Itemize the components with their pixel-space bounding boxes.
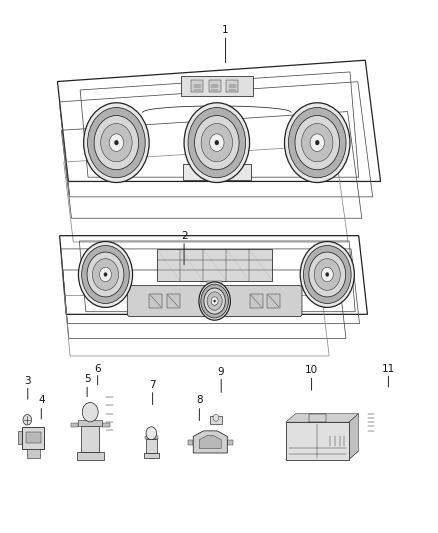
Text: 9: 9 bbox=[218, 367, 225, 377]
Text: 8: 8 bbox=[196, 395, 203, 406]
Bar bbox=[286, 422, 349, 459]
Bar bbox=[208, 80, 221, 92]
Circle shape bbox=[201, 284, 229, 318]
Circle shape bbox=[210, 134, 224, 151]
Bar bbox=[250, 294, 263, 309]
Circle shape bbox=[99, 267, 111, 282]
Text: 4: 4 bbox=[38, 395, 45, 406]
Bar bbox=[18, 431, 22, 445]
Bar bbox=[191, 80, 203, 92]
Circle shape bbox=[301, 124, 333, 162]
Bar bbox=[267, 294, 280, 309]
Circle shape bbox=[94, 116, 139, 169]
Bar bbox=[71, 423, 78, 427]
Circle shape bbox=[310, 134, 325, 151]
Circle shape bbox=[214, 300, 215, 302]
Circle shape bbox=[88, 108, 145, 177]
Circle shape bbox=[314, 259, 340, 290]
Circle shape bbox=[295, 116, 339, 169]
Circle shape bbox=[87, 252, 124, 297]
Circle shape bbox=[288, 108, 346, 177]
Circle shape bbox=[309, 252, 346, 297]
Text: 5: 5 bbox=[84, 374, 91, 384]
Circle shape bbox=[194, 116, 239, 169]
Polygon shape bbox=[286, 451, 358, 459]
Bar bbox=[157, 249, 272, 281]
Circle shape bbox=[304, 246, 351, 303]
Polygon shape bbox=[286, 414, 358, 422]
Bar bbox=[181, 76, 253, 96]
Circle shape bbox=[188, 108, 246, 177]
Text: 3: 3 bbox=[25, 376, 31, 386]
Bar bbox=[81, 425, 99, 453]
Text: 2: 2 bbox=[181, 231, 187, 241]
Bar bbox=[27, 449, 39, 458]
Text: 6: 6 bbox=[94, 364, 101, 374]
Circle shape bbox=[207, 292, 222, 310]
Bar bbox=[210, 416, 222, 424]
Circle shape bbox=[84, 103, 149, 182]
Bar bbox=[309, 414, 325, 422]
Bar bbox=[207, 281, 222, 289]
Circle shape bbox=[201, 124, 233, 162]
Circle shape bbox=[104, 272, 107, 277]
Bar bbox=[183, 165, 251, 180]
Bar bbox=[166, 294, 180, 309]
Text: 10: 10 bbox=[305, 365, 318, 375]
Circle shape bbox=[204, 288, 225, 314]
Circle shape bbox=[285, 103, 350, 182]
Circle shape bbox=[199, 282, 230, 320]
Polygon shape bbox=[349, 414, 358, 459]
Circle shape bbox=[109, 134, 124, 151]
Circle shape bbox=[326, 272, 329, 277]
Bar bbox=[145, 435, 158, 439]
Circle shape bbox=[82, 402, 98, 422]
Circle shape bbox=[101, 124, 132, 162]
Bar bbox=[26, 432, 41, 443]
Bar bbox=[144, 453, 159, 458]
Circle shape bbox=[315, 140, 319, 145]
Text: Jeep: Jeep bbox=[211, 170, 223, 175]
Bar bbox=[149, 294, 162, 309]
Bar bbox=[227, 440, 233, 445]
Circle shape bbox=[146, 427, 157, 440]
Bar bbox=[77, 453, 104, 460]
Circle shape bbox=[211, 297, 218, 305]
Circle shape bbox=[78, 241, 133, 308]
Bar bbox=[226, 80, 238, 92]
Circle shape bbox=[215, 140, 219, 145]
Text: 7: 7 bbox=[149, 379, 156, 390]
Circle shape bbox=[114, 140, 118, 145]
Bar bbox=[22, 426, 44, 449]
Circle shape bbox=[321, 267, 333, 282]
Circle shape bbox=[23, 415, 32, 425]
Bar bbox=[187, 440, 193, 445]
Circle shape bbox=[81, 246, 129, 303]
FancyBboxPatch shape bbox=[127, 286, 302, 317]
Bar bbox=[102, 423, 110, 427]
Text: 11: 11 bbox=[382, 364, 395, 374]
Circle shape bbox=[300, 241, 354, 308]
Circle shape bbox=[92, 259, 118, 290]
Text: 1: 1 bbox=[222, 25, 229, 35]
Polygon shape bbox=[199, 435, 221, 449]
Circle shape bbox=[184, 103, 250, 182]
Bar bbox=[78, 419, 102, 425]
Polygon shape bbox=[193, 431, 227, 453]
Circle shape bbox=[213, 414, 219, 421]
Bar bbox=[146, 439, 157, 453]
